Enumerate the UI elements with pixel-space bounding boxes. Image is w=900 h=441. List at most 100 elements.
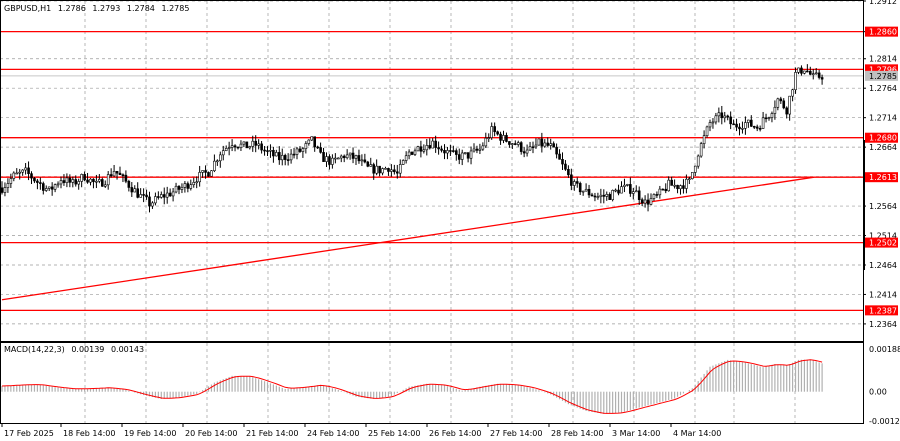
candle-body [277, 152, 281, 161]
candle-body [493, 126, 496, 133]
candle-body [183, 183, 187, 188]
candle-body [301, 148, 305, 152]
candle-body [814, 72, 818, 75]
time-tick-label: 3 Mar 14:00 [612, 429, 660, 438]
candle-body [325, 156, 328, 162]
candle-body [319, 147, 322, 153]
candle-body [221, 150, 225, 156]
candle-body [39, 182, 42, 184]
candle-body [375, 165, 378, 174]
candle-body [322, 152, 325, 162]
candle-body [617, 189, 620, 194]
candle-body [174, 185, 178, 193]
candle-body [142, 194, 145, 196]
candle-body [688, 178, 691, 180]
candle-body [655, 194, 659, 196]
candle-body [629, 184, 632, 194]
candle-body [280, 155, 284, 161]
candle-body [77, 181, 80, 185]
candle-body [80, 174, 83, 182]
price-tick-label: 1.2814 [869, 55, 897, 64]
candle-body [351, 152, 355, 159]
candles [0, 64, 824, 213]
candle-body [593, 195, 597, 198]
candle-body [646, 199, 650, 205]
candle-body [334, 157, 337, 160]
candle-body [749, 119, 753, 127]
candle-body [3, 187, 7, 193]
candle-body [0, 187, 4, 193]
level-price-label: 1.2387 [869, 306, 897, 315]
candle-body [744, 122, 747, 129]
level-price-label: 1.2860 [869, 28, 897, 37]
candle-body [307, 139, 311, 144]
candle-body [649, 198, 653, 205]
candle-body [608, 194, 612, 200]
candle-body [443, 150, 446, 154]
candle-body [316, 146, 319, 149]
candle-body [484, 137, 488, 147]
horizontal-levels [0, 30, 863, 312]
candle-body [354, 155, 358, 159]
price-tick-label: 1.2464 [869, 261, 897, 270]
candle-body [65, 177, 69, 183]
candle-body [50, 186, 54, 190]
candle-body [393, 169, 396, 173]
candle-body [410, 151, 414, 155]
candle-body [478, 148, 482, 151]
candle-body [419, 146, 423, 152]
time-tick-label: 17 Feb 2025 [4, 429, 54, 438]
macd-value: 0.00139 [71, 345, 104, 354]
level-price-tag [865, 305, 898, 316]
candle-body [634, 190, 638, 193]
candle-body [434, 140, 437, 148]
candle-body [637, 190, 641, 200]
candle-body [92, 178, 95, 183]
candle-body [168, 192, 172, 197]
candle-body [112, 171, 116, 177]
candle-body [540, 138, 544, 147]
candle-body [806, 70, 809, 73]
candle-body [101, 179, 104, 187]
candle-body [505, 135, 508, 142]
candle-body [640, 199, 644, 204]
candle-body [611, 190, 614, 200]
candle-body [614, 189, 617, 192]
main-grid [0, 0, 863, 341]
candle-body [404, 155, 408, 161]
candle-body [469, 150, 473, 159]
candle-body [770, 113, 774, 118]
candle-body [224, 148, 228, 151]
candle-body [109, 174, 113, 177]
candle-body [30, 173, 33, 179]
candle-body [227, 147, 231, 149]
candle-body [210, 170, 213, 177]
candle-body [693, 165, 697, 173]
candle-body [192, 182, 196, 186]
candle-body [794, 72, 797, 91]
candle-body [41, 183, 45, 191]
candle-body [62, 180, 66, 183]
candle-body [413, 150, 417, 155]
candle-body [53, 184, 57, 190]
candle-body [729, 116, 732, 125]
macd-signal [1, 359, 823, 414]
candle-body [747, 119, 750, 123]
time-tick-label: 21 Feb 14:00 [246, 429, 298, 438]
candle-body [251, 140, 255, 147]
price-tick-label: 1.2764 [869, 84, 897, 93]
candle-body [732, 123, 735, 126]
candle-body [151, 202, 154, 207]
candle-body [216, 160, 219, 163]
candle-body [570, 174, 573, 186]
candle-body [519, 142, 523, 152]
candle-body [564, 163, 567, 170]
candle-body [339, 155, 343, 159]
candle-body [336, 157, 340, 160]
candle-body [817, 72, 821, 78]
candle-body [387, 168, 390, 172]
candle-body [263, 149, 266, 152]
macd-signal-line [1, 359, 823, 414]
level-price-tag [865, 237, 898, 248]
